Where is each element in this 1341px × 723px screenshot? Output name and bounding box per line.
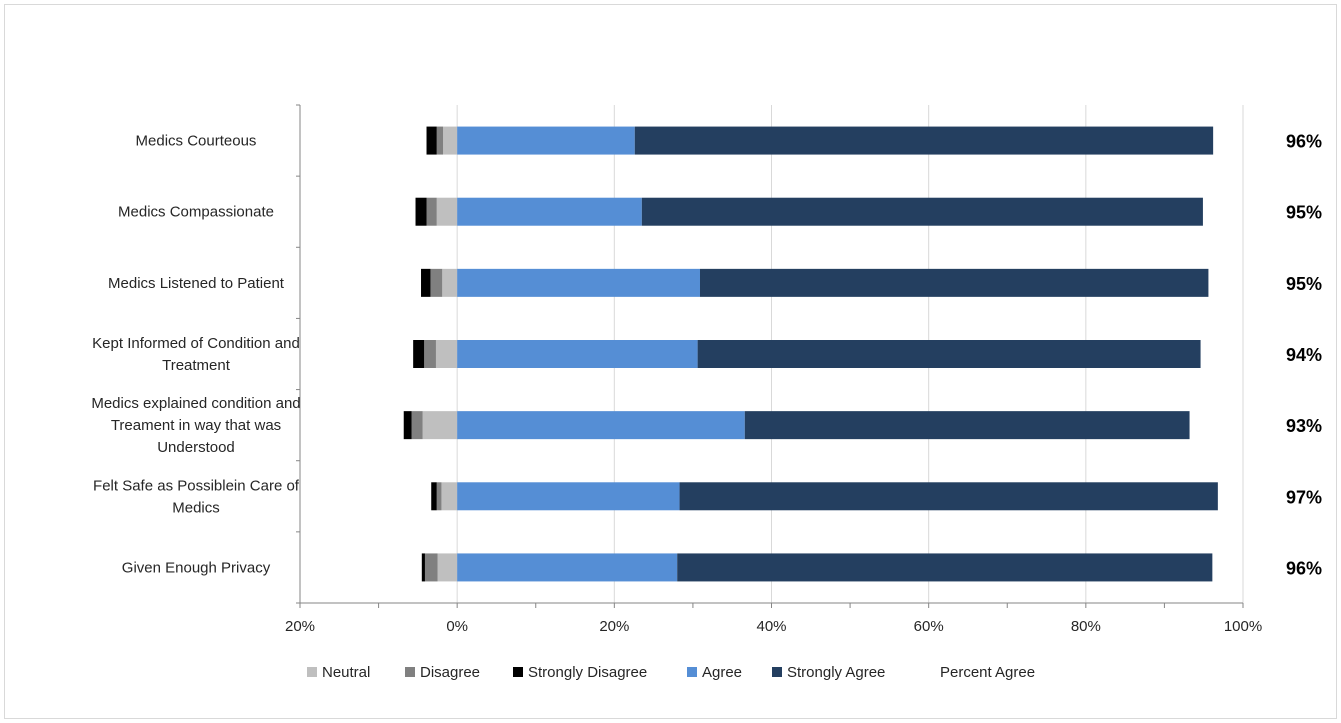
bar-segment xyxy=(457,340,698,368)
x-tick-label: 100% xyxy=(1224,618,1262,635)
legend-swatch xyxy=(513,667,523,677)
bar-segment xyxy=(430,268,443,297)
percent-agree-label: 94% xyxy=(1286,345,1322,365)
bar-segment xyxy=(424,340,436,368)
x-tick-label: 20% xyxy=(599,618,629,635)
bar-segment xyxy=(426,126,437,155)
bar-segment xyxy=(436,126,444,155)
bar-segment xyxy=(411,411,423,440)
category-label: Treament in way that was xyxy=(111,417,281,434)
legend-swatch xyxy=(687,667,697,677)
category-label: Medics Listened to Patient xyxy=(108,275,285,292)
percent-agree-label: 97% xyxy=(1286,487,1322,507)
x-tick-label: 0% xyxy=(446,618,468,635)
bar-segment xyxy=(421,553,425,582)
bar-segment xyxy=(457,411,745,440)
bar-segment xyxy=(421,268,431,297)
legend-label: Disagree xyxy=(420,664,480,681)
legend-label: Strongly Agree xyxy=(787,664,885,681)
legend-swatch xyxy=(307,667,317,677)
bar-segment xyxy=(431,482,437,511)
bar-segment xyxy=(744,411,1190,440)
x-tick-label: 80% xyxy=(1071,618,1101,635)
bar-segment xyxy=(413,340,425,368)
bar-segment xyxy=(442,268,458,297)
legend-label: Percent Agree xyxy=(940,664,1035,681)
legend-label: Strongly Disagree xyxy=(528,664,647,681)
bar-segment xyxy=(422,411,458,440)
category-label: Medics explained condition and xyxy=(91,395,300,412)
bar-segment xyxy=(435,340,458,368)
bar-segment xyxy=(457,197,642,226)
bar-segment xyxy=(437,553,458,582)
bar-segment xyxy=(457,482,680,511)
category-label: Medics Courteous xyxy=(136,133,257,150)
bar-segment xyxy=(677,553,1213,582)
legend-swatch xyxy=(772,667,782,677)
bar-segment xyxy=(699,268,1209,297)
percent-agree-label: 96% xyxy=(1286,558,1322,578)
percent-agree-label: 96% xyxy=(1286,132,1322,152)
x-tick-label: 60% xyxy=(914,618,944,635)
bar-segment xyxy=(426,197,437,226)
x-tick-label: 20% xyxy=(285,618,315,635)
category-label: Given Enough Privacy xyxy=(122,559,271,576)
bar-segment xyxy=(457,268,700,297)
category-label: Treatment xyxy=(162,357,231,374)
category-label: Medics Compassionate xyxy=(118,204,274,221)
category-label: Understood xyxy=(157,439,235,456)
bar-segment xyxy=(403,411,412,440)
x-tick-label: 40% xyxy=(756,618,786,635)
legend-label: Agree xyxy=(702,664,742,681)
bar-segment xyxy=(443,126,458,155)
bar-segment xyxy=(641,197,1203,226)
bar-segment xyxy=(634,126,1214,155)
bar-segment xyxy=(457,126,635,155)
bar-segment xyxy=(697,340,1201,368)
legend-swatch xyxy=(405,667,415,677)
bar-segment xyxy=(679,482,1218,511)
bar-segment xyxy=(441,482,458,511)
bar-segment xyxy=(415,197,427,226)
percent-agree-label: 95% xyxy=(1286,274,1322,294)
percent-agree-label: 95% xyxy=(1286,203,1322,223)
bar-segment xyxy=(436,197,458,226)
bar-segment xyxy=(457,553,678,582)
bar-segment xyxy=(424,553,438,582)
bar-segment xyxy=(436,482,442,511)
legend-label: Neutral xyxy=(322,664,370,681)
percent-agree-label: 93% xyxy=(1286,416,1322,436)
category-label: Felt Safe as Possiblein Care of xyxy=(93,477,300,494)
category-label: Medics xyxy=(172,499,220,516)
category-label: Kept Informed of Condition and xyxy=(92,335,300,352)
